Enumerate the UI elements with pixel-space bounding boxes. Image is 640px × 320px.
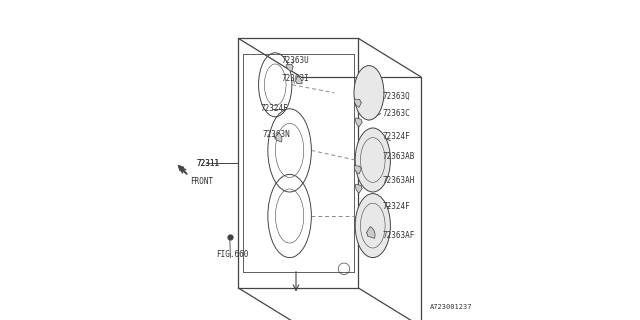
Text: FIG.660: FIG.660 — [216, 250, 248, 259]
Text: 72311: 72311 — [197, 159, 220, 168]
Polygon shape — [355, 99, 362, 108]
Text: 72363U: 72363U — [282, 56, 309, 65]
Text: 72363I: 72363I — [282, 74, 309, 83]
Polygon shape — [275, 133, 282, 142]
Text: 72363AF: 72363AF — [383, 231, 415, 240]
Text: 72363N: 72363N — [262, 130, 290, 139]
Polygon shape — [356, 118, 362, 127]
Polygon shape — [355, 166, 362, 174]
Polygon shape — [366, 227, 375, 238]
Text: A723001237: A723001237 — [429, 304, 472, 310]
Text: 72363AH: 72363AH — [383, 176, 415, 185]
Polygon shape — [295, 76, 302, 84]
Ellipse shape — [354, 66, 384, 120]
Text: 72324F: 72324F — [261, 104, 289, 113]
Text: 72363C: 72363C — [383, 109, 410, 118]
Ellipse shape — [355, 128, 390, 192]
Text: 72311: 72311 — [197, 159, 220, 168]
Polygon shape — [286, 64, 293, 71]
Text: FRONT: FRONT — [191, 177, 214, 186]
Text: 72363Q: 72363Q — [383, 92, 410, 100]
Polygon shape — [356, 184, 362, 193]
Text: 72324F: 72324F — [383, 132, 410, 140]
Text: 72324F: 72324F — [383, 202, 410, 211]
Ellipse shape — [355, 194, 390, 258]
Text: 72363AB: 72363AB — [383, 152, 415, 161]
